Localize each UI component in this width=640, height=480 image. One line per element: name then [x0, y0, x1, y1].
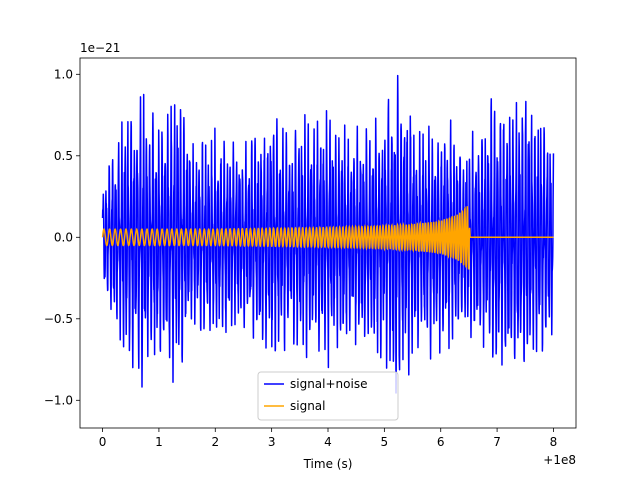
y-tick-label: 0.0 [54, 230, 73, 244]
y-scale-label: 1e−21 [80, 41, 120, 55]
series-line-signal [101, 206, 554, 270]
legend-box [257, 371, 399, 421]
x-tick-label: 1 [155, 435, 163, 449]
x-tick-label: 0 [99, 435, 107, 449]
x-axis-label: Time (s) [303, 457, 353, 471]
x-tick-label: 5 [381, 435, 389, 449]
x-tick-label: 3 [268, 435, 276, 449]
x-tick-label: 6 [437, 435, 445, 449]
legend-label-signal: signal [290, 399, 326, 413]
legend-label-signal-noise: signal+noise [290, 377, 367, 391]
y-axis-ticks: −1.0 −0.5 0.0 0.5 1.0 [44, 67, 80, 407]
legend: signal+noise signal [257, 371, 399, 421]
y-tick-label: 0.5 [54, 149, 73, 163]
x-tick-label: 2 [211, 435, 219, 449]
x-axis-ticks: 0 1 2 3 4 5 6 7 8 [99, 428, 558, 449]
x-offset-label: +1e8 [543, 453, 576, 467]
y-tick-label: −1.0 [44, 393, 73, 407]
y-tick-label: 1.0 [54, 67, 73, 81]
y-tick-label: −0.5 [44, 312, 73, 326]
series-layer [101, 74, 555, 394]
x-tick-label: 8 [550, 435, 558, 449]
x-tick-label: 4 [324, 435, 332, 449]
x-tick-label: 7 [493, 435, 501, 449]
series-line-signal-noise [101, 74, 555, 394]
